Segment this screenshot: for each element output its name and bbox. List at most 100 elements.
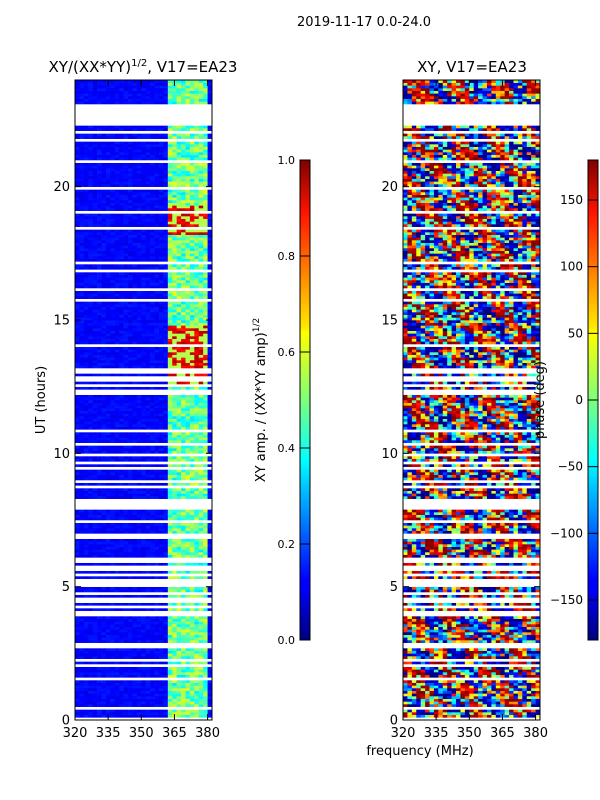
heatmap-cell: [141, 717, 147, 720]
heatmap-cell: [92, 552, 98, 555]
heatmap-cell: [163, 498, 169, 502]
heatmap-cell: [150, 568, 155, 571]
heatmap-cell: [123, 549, 129, 553]
heatmap-cell: [194, 696, 200, 699]
heatmap-cell: [119, 616, 124, 619]
heatmap-cell: [119, 581, 124, 585]
heatmap-cell: [88, 562, 93, 566]
heatmap-cell: [176, 664, 182, 667]
heatmap-cell: [110, 349, 116, 353]
heatmap-cell: [145, 536, 151, 539]
heatmap-cell: [185, 698, 191, 702]
heatmap-cell: [75, 389, 80, 393]
heatmap-cell: [97, 386, 102, 390]
heatmap-cell: [123, 309, 129, 313]
heatmap-cell: [167, 488, 173, 491]
heatmap-cell: [158, 450, 164, 454]
heatmap-cell: [75, 514, 80, 518]
heatmap-cell: [141, 301, 147, 305]
heatmap-cell: [105, 664, 111, 667]
heatmap-cell: [105, 573, 111, 577]
heatmap-cell: [101, 704, 107, 707]
heatmap-cell: [75, 640, 80, 643]
heatmap-cell: [189, 432, 195, 435]
heatmap-cell: [83, 317, 89, 321]
heatmap-cell: [119, 634, 124, 638]
heatmap-cell: [150, 621, 155, 625]
heatmap-cell: [128, 618, 133, 622]
heatmap-cell: [119, 541, 124, 545]
heatmap-cell: [154, 546, 160, 550]
heatmap-cell: [123, 397, 129, 401]
heatmap-cell: [207, 658, 212, 662]
heatmap-cell: [185, 402, 191, 406]
heatmap-cell: [123, 378, 129, 382]
heatmap-cell: [185, 680, 191, 683]
heatmap-cell: [198, 317, 204, 321]
heatmap-cell: [119, 640, 124, 643]
heatmap-cell: [101, 597, 107, 601]
heatmap-cell: [75, 496, 80, 499]
heatmap-cell: [92, 677, 98, 681]
heatmap-cell: [132, 341, 138, 345]
heatmap-cell: [181, 522, 186, 526]
heatmap-cell: [176, 434, 182, 438]
heatmap-cell: [189, 400, 195, 403]
heatmap-cell: [203, 376, 208, 379]
heatmap-cell: [110, 482, 116, 486]
heatmap-cell: [172, 336, 177, 339]
heatmap-cell: [141, 626, 147, 630]
heatmap-cell: [128, 341, 133, 345]
heatmap-cell: [167, 357, 173, 361]
heatmap-cell: [163, 389, 169, 393]
heatmap-cell: [110, 424, 116, 427]
heatmap-cell: [79, 336, 85, 339]
heatmap-cell: [194, 362, 200, 366]
heatmap-cell: [75, 672, 80, 675]
heatmap-cell: [172, 709, 177, 713]
heatmap-cell: [79, 586, 85, 590]
heatmap-cell: [181, 312, 186, 315]
heatmap-cell: [172, 512, 177, 515]
heatmap-cell: [132, 661, 138, 665]
heatmap-cell: [198, 530, 204, 534]
heatmap-cell: [181, 600, 186, 603]
heatmap-cell: [181, 506, 186, 510]
heatmap-cell: [128, 298, 133, 302]
heatmap-cell: [172, 472, 177, 475]
heatmap-cell: [194, 312, 200, 315]
heatmap-cell: [88, 589, 93, 593]
heatmap-cell: [194, 482, 200, 486]
heatmap-cell: [172, 477, 177, 481]
heatmap-cell: [145, 688, 151, 691]
heatmap-cell: [181, 680, 186, 683]
heatmap-cell: [189, 328, 195, 331]
heatmap-cell: [97, 330, 102, 334]
heatmap-cell: [119, 301, 124, 305]
heatmap-cell: [167, 605, 173, 609]
heatmap-cell: [88, 522, 93, 526]
heatmap-cell: [128, 466, 133, 470]
heatmap-cell: [92, 706, 98, 710]
heatmap-cell: [79, 674, 85, 678]
heatmap-cell: [150, 624, 155, 627]
heatmap-cell: [92, 512, 98, 515]
heatmap-cell: [132, 525, 138, 529]
heatmap-cell: [75, 557, 80, 561]
heatmap-cell: [88, 480, 93, 483]
heatmap-cell: [167, 552, 173, 555]
heatmap-cell: [189, 357, 195, 361]
heatmap-cell: [198, 362, 204, 366]
heatmap-cell: [123, 616, 129, 619]
heatmap-cell: [181, 642, 186, 646]
heatmap-cell: [141, 445, 147, 449]
heatmap-cell: [119, 696, 124, 699]
heatmap-cell: [79, 498, 85, 502]
heatmap-cell: [105, 666, 111, 670]
heatmap-cell: [88, 413, 93, 417]
heatmap-cell: [163, 400, 169, 403]
heatmap-cell: [207, 600, 212, 603]
heatmap-cell: [75, 634, 80, 638]
heatmap-cell: [141, 586, 147, 590]
heatmap-cell: [79, 584, 85, 587]
